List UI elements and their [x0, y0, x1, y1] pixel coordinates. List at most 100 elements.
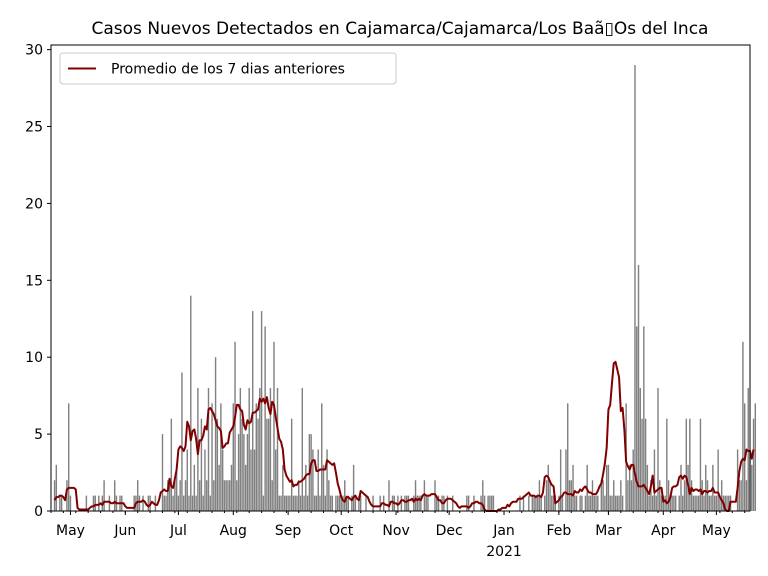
- bar: [752, 418, 755, 511]
- bar: [604, 495, 606, 511]
- bar: [191, 495, 194, 511]
- bar: [404, 495, 406, 511]
- bar: [703, 495, 705, 511]
- bar: [690, 480, 693, 511]
- bar: [163, 495, 165, 511]
- bar: [53, 480, 56, 511]
- bar: [344, 480, 346, 511]
- bar: [651, 495, 654, 511]
- bar: [715, 495, 718, 511]
- bar: [269, 387, 272, 511]
- bar: [225, 480, 227, 511]
- bar: [266, 418, 268, 511]
- bar: [306, 495, 309, 511]
- bar: [547, 464, 549, 511]
- bar: [290, 418, 293, 511]
- bar: [241, 418, 243, 511]
- bar: [237, 434, 240, 511]
- bar: [206, 480, 208, 511]
- bar: [678, 495, 680, 511]
- bar: [264, 326, 266, 511]
- bar: [214, 357, 217, 511]
- bar: [310, 434, 312, 511]
- bar: [133, 495, 135, 511]
- bar: [751, 464, 753, 511]
- bar: [262, 495, 265, 511]
- bar: [172, 495, 174, 511]
- bar: [329, 495, 332, 511]
- bar: [322, 464, 325, 511]
- bar: [742, 341, 744, 511]
- bar: [614, 495, 617, 511]
- bar: [230, 464, 233, 511]
- x-tick-label: Jul: [169, 523, 187, 539]
- bar: [618, 495, 620, 511]
- bar: [142, 495, 144, 511]
- bar: [195, 495, 197, 511]
- bar: [724, 495, 726, 511]
- bar: [114, 480, 116, 511]
- bar: [593, 495, 595, 511]
- bar: [184, 480, 187, 511]
- x-axis: May Jun Jul Aug Sep Oct Nov Dec Jan 2021 Feb Mar Apr…: [50, 511, 746, 560]
- bar: [591, 480, 594, 511]
- bar: [584, 495, 587, 511]
- bar: [234, 341, 236, 511]
- bar: [683, 480, 686, 511]
- bar: [669, 495, 672, 511]
- bar: [336, 495, 339, 511]
- bar: [662, 495, 664, 511]
- bar: [489, 495, 491, 511]
- bar: [200, 418, 203, 511]
- bar: [540, 495, 542, 511]
- bar: [170, 418, 173, 511]
- bar: [275, 449, 277, 511]
- x-tick-label: May: [56, 523, 85, 539]
- bar: [147, 495, 150, 511]
- bar: [324, 495, 326, 511]
- bar: [531, 495, 534, 511]
- bar: [372, 495, 374, 511]
- legend: Promedio de los 7 dias anteriores: [59, 52, 397, 85]
- bar: [636, 326, 638, 511]
- bar: [220, 403, 222, 511]
- bar: [204, 449, 206, 511]
- bar: [689, 418, 691, 511]
- bar: [549, 480, 551, 511]
- bar: [67, 403, 70, 511]
- bar: [705, 464, 707, 511]
- bar: [193, 464, 196, 511]
- bar: [570, 480, 572, 511]
- bar: [487, 495, 489, 511]
- bar: [303, 495, 305, 511]
- legend-label: Promedio de los 7 dias anteriores: [111, 62, 345, 78]
- bar: [257, 418, 259, 511]
- bar: [611, 495, 613, 511]
- bar: [630, 480, 633, 511]
- bar: [92, 495, 95, 511]
- bar: [177, 495, 180, 511]
- x-tick-label: Mar: [595, 523, 622, 539]
- y-axis: 0 5 10 15 20 25 30: [25, 43, 51, 520]
- bar: [492, 495, 495, 511]
- bar: [154, 495, 157, 511]
- bar: [644, 418, 647, 511]
- y-tick-label: 5: [34, 427, 43, 443]
- bar: [533, 495, 535, 511]
- bar: [588, 495, 590, 511]
- bar: [321, 403, 323, 511]
- bar: [108, 495, 111, 511]
- bar: [436, 495, 438, 511]
- bar: [271, 480, 273, 511]
- bar: [572, 464, 574, 511]
- bar: [294, 495, 296, 511]
- bar: [55, 464, 58, 511]
- bar: [213, 480, 215, 511]
- bar-series: [53, 64, 757, 512]
- bar: [190, 295, 192, 511]
- bar: [289, 495, 291, 511]
- bar: [728, 495, 730, 511]
- bar: [648, 495, 650, 511]
- x-tick-label: Dec: [436, 523, 463, 539]
